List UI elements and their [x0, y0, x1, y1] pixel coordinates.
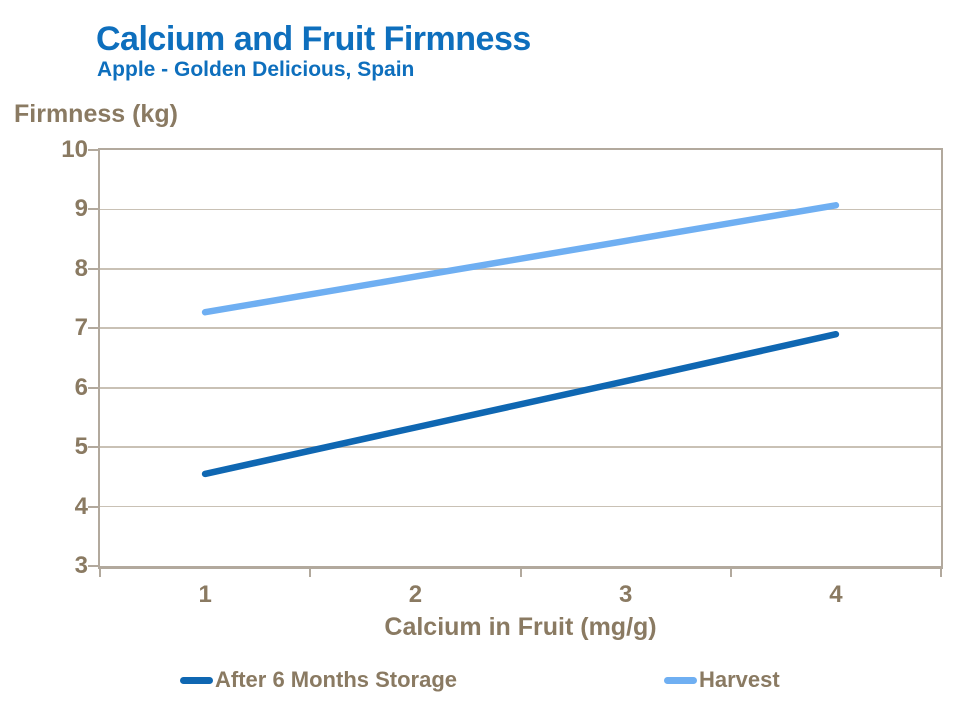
x-tick-label: 3 [618, 581, 633, 608]
gridline [100, 327, 941, 330]
legend-label-harvest: Harvest [699, 667, 780, 692]
chart-title: Calcium and Fruit Firmness [96, 20, 531, 58]
y-tick-mark [88, 386, 98, 389]
y-tick-mark [88, 505, 98, 508]
y-tick-mark [88, 446, 98, 449]
legend: After 6 Months Storage Harvest [0, 664, 960, 696]
gridline [100, 268, 941, 270]
series-line-after-6-months-storage [201, 330, 840, 478]
y-tick-mark [88, 565, 98, 567]
x-tick-mark [940, 569, 942, 577]
x-tick-mark [99, 569, 101, 577]
y-tick-label: 3 [74, 552, 88, 579]
legend-label-storage: After 6 Months Storage [215, 667, 458, 692]
gridline [100, 386, 941, 389]
y-tick-label: 5 [74, 433, 88, 461]
x-tick-label: 2 [408, 581, 423, 608]
plot-area: Calcium in Fruit (mg/g) 10 9 8 7 6 5 4 3 1 2 3 4 [61, 138, 943, 641]
y-tick-label: 6 [74, 373, 88, 401]
legend-item-harvest: Harvest [664, 664, 780, 696]
chart-subtitle: Apple - Golden Delicious, Spain [97, 58, 415, 81]
harvest-line-swatch [664, 676, 697, 684]
x-tick-mark [729, 569, 732, 577]
y-tick-mark [88, 149, 98, 151]
legend-item-storage: After 6 Months Storage [180, 664, 457, 696]
storage-line-swatch [180, 676, 213, 684]
series-line-harvest [201, 202, 840, 316]
y-tick-label: 9 [74, 195, 88, 223]
x-tick-label: 4 [829, 581, 843, 608]
x-tick-mark [519, 569, 522, 577]
series-layer [201, 202, 840, 478]
y-tick-label: 10 [61, 136, 88, 163]
y-tick-mark [88, 208, 98, 211]
y-tick-label: 7 [74, 314, 88, 342]
x-tick-label: 1 [198, 581, 212, 608]
y-tick-mark [88, 267, 98, 270]
y-axis-title: Firmness (kg) [14, 100, 178, 128]
y-tick-mark [88, 327, 98, 330]
y-tick-label: 4 [74, 492, 88, 520]
x-axis-title: Calcium in Fruit (mg/g) [384, 613, 657, 641]
gridline [100, 446, 941, 448]
x-tick-mark [309, 569, 312, 577]
gridline [100, 208, 941, 211]
y-tick-label: 8 [74, 254, 88, 282]
gridline [100, 505, 941, 508]
